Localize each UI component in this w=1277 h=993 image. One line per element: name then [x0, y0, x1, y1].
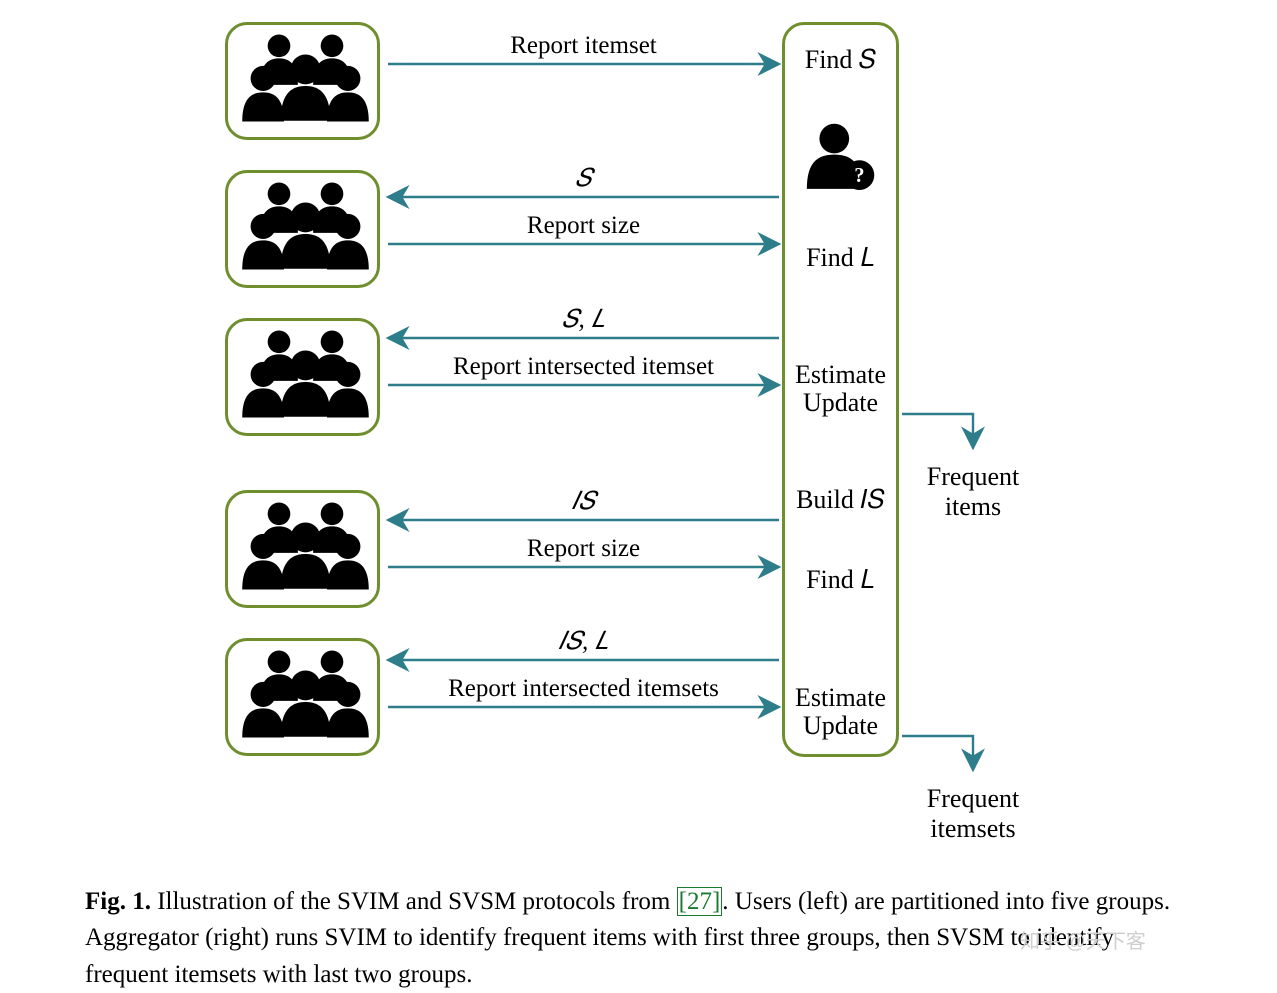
output-label-1: Frequent items: [927, 462, 1019, 522]
users-group-icon: [237, 177, 374, 283]
aggregator-step-5: Build 𝐼𝑆: [796, 485, 885, 515]
arrow-label-5: Report intersected itemset: [453, 353, 714, 382]
aggregator-step-4: Update: [803, 388, 878, 418]
arrow-label-6: 𝐼𝑆: [572, 488, 596, 517]
arrow-label-3: Report size: [527, 212, 640, 241]
users-group-icon: [237, 497, 374, 603]
user-group-2: [225, 170, 380, 288]
diagram-stage: ?Find 𝑆Find 𝐿EstimateUpdateBuild 𝐼𝑆Find …: [0, 0, 1277, 976]
caption-reference: [27]: [677, 887, 723, 916]
caption-text-1: Illustration of the SVIM and SVSM protoc…: [151, 888, 677, 915]
user-group-5: [225, 638, 380, 756]
aggregator-step-7: Estimate: [795, 683, 886, 713]
aggregator-step-6: Find 𝐿: [806, 565, 875, 595]
arrow-label-2: 𝑆: [575, 165, 592, 194]
svg-text:?: ?: [854, 165, 864, 187]
aggregator-step-1: Find 𝑆: [805, 45, 877, 75]
users-group-icon: [237, 645, 374, 751]
arrow-label-9: Report intersected itemsets: [448, 675, 719, 704]
watermark: 知乎 @天下客: [1020, 925, 1146, 954]
users-group-icon: [237, 29, 374, 135]
arrow-label-1: Report itemset: [510, 32, 657, 61]
output-label-2: Frequent itemsets: [927, 784, 1019, 844]
aggregator-step-2: Find 𝐿: [806, 243, 875, 273]
arrow-label-8: 𝐼𝑆, 𝐿: [558, 628, 608, 657]
arrow-layer: [0, 0, 1277, 976]
users-group-icon: [237, 325, 374, 431]
aggregator-step-3: Estimate: [795, 360, 886, 390]
arrow-label-7: Report size: [527, 535, 640, 564]
aggregator-person-icon: ?: [800, 118, 880, 198]
arrow-label-4: 𝑆, 𝐿: [562, 306, 605, 335]
user-group-1: [225, 22, 380, 140]
user-group-3: [225, 318, 380, 436]
aggregator-step-8: Update: [803, 711, 878, 741]
user-group-4: [225, 490, 380, 608]
caption-label: Fig. 1.: [85, 888, 151, 915]
